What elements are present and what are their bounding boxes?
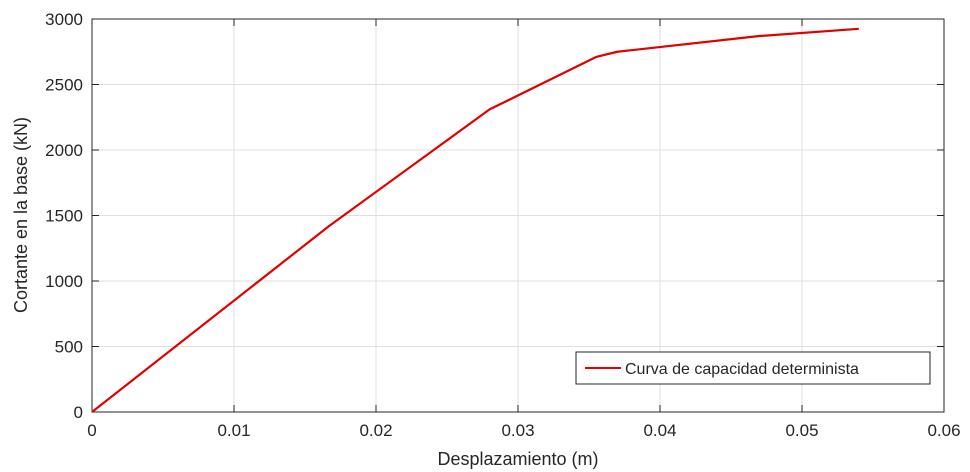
axis-ticks [91, 18, 945, 413]
y-tick-label: 1000 [45, 272, 83, 291]
y-tick-labels: 0 500 1000 1500 2000 2500 3000 [45, 10, 83, 422]
x-tick-label: 0.06 [927, 421, 960, 440]
y-tick-label: 500 [55, 338, 83, 357]
x-tick-label: 0.04 [643, 421, 676, 440]
x-tick-label: 0.03 [501, 421, 534, 440]
series-layer [91, 27, 859, 413]
y-axis-label: Cortante en la base (kN) [11, 117, 31, 313]
x-tick-label: 0.01 [217, 421, 250, 440]
y-tick-label: 1500 [45, 207, 83, 226]
x-tick-label: 0.05 [785, 421, 818, 440]
x-axis-label: Desplazamiento (m) [437, 449, 598, 469]
y-tick-label: 2500 [45, 76, 83, 95]
y-tick-label: 3000 [45, 10, 83, 29]
y-tick-label: 0 [74, 403, 83, 422]
series-line [91, 27, 859, 413]
x-tick-labels: 0 0.01 0.02 0.03 0.04 0.05 0.06 [87, 421, 960, 440]
x-tick-label: 0.02 [359, 421, 392, 440]
y-tick-label: 2000 [45, 141, 83, 160]
x-tick-label: 0 [87, 421, 96, 440]
legend: Curva de capacidad determinista [575, 351, 931, 385]
legend-label: Curva de capacidad determinista [625, 361, 859, 378]
legend-box [575, 351, 931, 385]
